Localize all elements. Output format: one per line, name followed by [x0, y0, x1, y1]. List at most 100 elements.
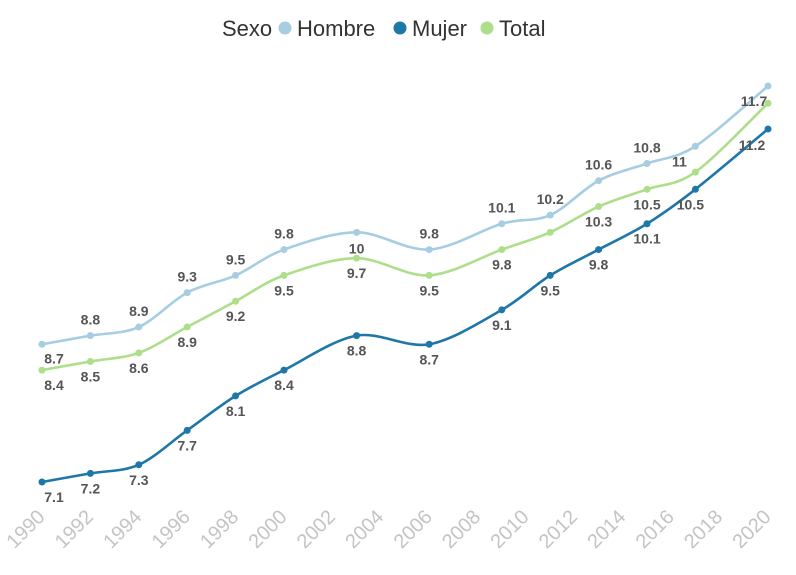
x-tick-label-2008: 2008	[438, 506, 485, 553]
data-point-mujer-2000[interactable]	[280, 366, 288, 374]
legend-label-total: Total	[499, 16, 545, 41]
data-label-hombre-2013: 10.6	[585, 157, 612, 173]
data-label-mujer-1990: 7.1	[44, 489, 64, 505]
data-label-hombre-2003: 10	[349, 240, 365, 256]
data-point-total-1990[interactable]	[38, 366, 46, 374]
data-label-total-1998: 9.2	[226, 308, 246, 324]
data-point-total-1996[interactable]	[183, 323, 191, 331]
data-point-mujer-2006[interactable]	[425, 340, 433, 348]
data-point-hombre-2009[interactable]	[498, 220, 506, 228]
x-tick-label-1998: 1998	[196, 506, 243, 553]
data-label-total-1992: 8.5	[81, 369, 101, 385]
legend: Sexo Hombre Mujer Total	[222, 16, 545, 41]
x-tick-label-2018: 2018	[680, 506, 727, 553]
data-label-mujer-2003: 8.8	[347, 343, 367, 359]
data-point-total-2015[interactable]	[643, 185, 651, 193]
data-point-total-2003[interactable]	[353, 254, 361, 262]
data-point-mujer-2020[interactable]	[764, 125, 772, 133]
data-label-total-2006: 9.5	[419, 282, 439, 298]
data-point-mujer-1994[interactable]	[135, 461, 143, 469]
x-tick-label-1990: 1990	[3, 506, 50, 553]
data-point-hombre-2003[interactable]	[353, 228, 361, 236]
data-point-mujer-1990[interactable]	[38, 478, 46, 486]
data-point-hombre-2000[interactable]	[280, 246, 288, 254]
data-point-hombre-1996[interactable]	[183, 289, 191, 297]
data-label-hombre-2015: 10.8	[633, 140, 660, 156]
data-point-total-2006[interactable]	[425, 271, 433, 279]
data-point-total-2017[interactable]	[691, 168, 699, 176]
data-label-hombre-2017: 11	[672, 153, 687, 169]
data-point-mujer-2015[interactable]	[643, 220, 651, 228]
data-point-mujer-1992[interactable]	[86, 469, 94, 477]
data-label-hombre-1996: 9.3	[177, 269, 197, 285]
data-point-mujer-2009[interactable]	[498, 306, 506, 314]
x-tick-label-2002: 2002	[293, 506, 340, 553]
data-label-hombre-2000: 9.8	[274, 226, 294, 242]
data-point-hombre-2015[interactable]	[643, 159, 651, 167]
legend-label-mujer: Mujer	[412, 16, 467, 41]
data-point-mujer-2013[interactable]	[595, 246, 603, 254]
data-label-total-2003: 9.7	[347, 265, 367, 281]
data-label-mujer-2017: 10.5	[677, 196, 704, 212]
data-label-mujer-1994: 7.3	[129, 472, 149, 488]
data-label-mujer-2009: 9.1	[492, 317, 512, 333]
data-label-total-2000: 9.5	[274, 282, 294, 298]
data-label-hombre-1998: 9.5	[226, 251, 246, 267]
legend-item-mujer[interactable]: Mujer	[393, 16, 468, 41]
data-point-hombre-1990[interactable]	[38, 340, 46, 348]
data-point-mujer-2017[interactable]	[691, 185, 699, 193]
data-label-mujer-1992: 7.2	[81, 480, 101, 496]
x-tick-label-2004: 2004	[341, 506, 388, 553]
data-label-mujer-1998: 8.1	[226, 403, 246, 419]
x-tick-label-2006: 2006	[390, 506, 437, 553]
legend-marker-mujer	[393, 21, 407, 35]
data-label-total-1996: 8.9	[177, 334, 197, 350]
legend-marker-total	[480, 21, 494, 35]
legend-item-hombre[interactable]: Hombre	[278, 16, 376, 41]
data-point-hombre-1994[interactable]	[135, 323, 143, 331]
legend-item-total[interactable]: Total	[480, 16, 546, 41]
data-label-mujer-2020: 11.2	[739, 137, 766, 153]
data-point-total-2020[interactable]	[764, 99, 772, 107]
x-tick-label-2012: 2012	[535, 506, 582, 553]
data-label-hombre-2006: 9.8	[419, 226, 439, 242]
series-points	[38, 82, 772, 486]
legend-title: Sexo	[222, 16, 272, 41]
legend-items[interactable]: Hombre Mujer Total	[278, 16, 546, 41]
data-point-hombre-2020[interactable]	[764, 82, 772, 90]
data-labels: 8.7 8.8 8.9 9.3 9.5 9.8 10 9.8 10.1 10.2 10.6 10.8 1…	[44, 93, 767, 505]
x-tick-label-2020: 2020	[729, 506, 776, 553]
data-point-mujer-2003[interactable]	[353, 332, 361, 340]
legend-marker-hombre	[278, 21, 292, 35]
x-tick-label-1996: 1996	[148, 506, 195, 553]
data-label-hombre-2009: 10.1	[488, 200, 515, 216]
data-point-total-2000[interactable]	[280, 271, 288, 279]
x-tick-label-2000: 2000	[245, 506, 292, 553]
data-point-mujer-1998[interactable]	[232, 392, 240, 400]
data-point-mujer-1996[interactable]	[183, 426, 191, 434]
data-point-total-1994[interactable]	[135, 349, 143, 357]
data-label-total-2013: 10.3	[585, 214, 612, 230]
data-point-hombre-2006[interactable]	[425, 246, 433, 254]
data-point-total-1998[interactable]	[232, 297, 240, 305]
data-label-hombre-2020: 11.7	[741, 93, 768, 109]
data-label-total-2015: 10.5	[633, 196, 660, 212]
data-point-total-2013[interactable]	[595, 203, 603, 211]
data-label-mujer-2013: 9.8	[589, 257, 609, 273]
data-point-total-2009[interactable]	[498, 246, 506, 254]
data-label-mujer-2000: 8.4	[274, 377, 294, 393]
x-tick-label-2014: 2014	[583, 506, 630, 553]
data-point-hombre-2011[interactable]	[546, 211, 554, 219]
data-point-hombre-2013[interactable]	[595, 177, 603, 185]
data-label-total-1990: 8.4	[44, 377, 64, 393]
data-point-mujer-2011[interactable]	[546, 271, 554, 279]
data-point-total-2011[interactable]	[546, 228, 554, 236]
data-label-mujer-2015: 10.1	[633, 231, 660, 247]
data-point-hombre-1998[interactable]	[232, 271, 240, 279]
data-point-hombre-1992[interactable]	[86, 332, 94, 340]
data-label-hombre-1994: 8.9	[129, 303, 149, 319]
data-label-total-2009: 9.8	[492, 257, 512, 273]
data-point-total-1992[interactable]	[86, 357, 94, 365]
data-point-hombre-2017[interactable]	[691, 142, 699, 150]
